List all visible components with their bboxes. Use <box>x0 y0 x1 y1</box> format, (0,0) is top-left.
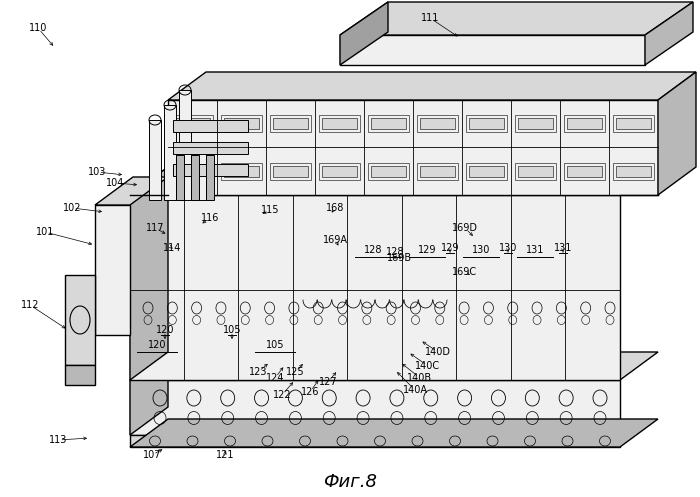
Polygon shape <box>130 195 620 380</box>
Text: 110: 110 <box>29 23 47 33</box>
Text: 168: 168 <box>326 203 344 213</box>
Polygon shape <box>340 2 693 35</box>
Polygon shape <box>420 166 455 177</box>
Text: 113: 113 <box>49 435 67 445</box>
Polygon shape <box>567 118 602 129</box>
Text: 131: 131 <box>554 243 572 253</box>
Text: 121: 121 <box>216 450 234 460</box>
Polygon shape <box>176 155 184 200</box>
Polygon shape <box>191 155 199 200</box>
Text: 131: 131 <box>526 245 544 255</box>
Polygon shape <box>322 118 357 129</box>
Text: 103: 103 <box>88 167 106 177</box>
Polygon shape <box>469 118 504 129</box>
Polygon shape <box>168 100 658 195</box>
Polygon shape <box>206 155 214 200</box>
Text: 169C: 169C <box>452 267 477 277</box>
Polygon shape <box>164 105 176 200</box>
Text: 130: 130 <box>472 245 490 255</box>
Text: 114: 114 <box>163 243 181 253</box>
Text: 140B: 140B <box>407 373 433 383</box>
Text: 115: 115 <box>260 205 279 215</box>
Polygon shape <box>65 365 95 385</box>
Polygon shape <box>130 352 658 380</box>
Polygon shape <box>371 166 406 177</box>
Text: 102: 102 <box>63 203 81 213</box>
Polygon shape <box>518 118 553 129</box>
Text: 107: 107 <box>143 450 161 460</box>
Text: 169A: 169A <box>323 235 347 245</box>
Polygon shape <box>420 118 455 129</box>
Text: 116: 116 <box>201 213 219 223</box>
Text: 129: 129 <box>441 243 459 253</box>
Text: 111: 111 <box>421 13 439 23</box>
Polygon shape <box>322 166 357 177</box>
Text: 129: 129 <box>418 245 436 255</box>
Polygon shape <box>645 2 693 65</box>
Polygon shape <box>175 166 210 177</box>
Polygon shape <box>340 2 388 65</box>
Polygon shape <box>179 90 191 200</box>
Polygon shape <box>518 166 553 177</box>
Polygon shape <box>567 166 602 177</box>
Polygon shape <box>168 72 696 100</box>
Text: 120: 120 <box>148 340 167 350</box>
Text: 117: 117 <box>146 223 164 233</box>
Polygon shape <box>273 166 308 177</box>
Text: 123: 123 <box>248 367 267 377</box>
Text: 130: 130 <box>499 243 517 253</box>
Text: 126: 126 <box>301 387 319 397</box>
Polygon shape <box>95 177 168 205</box>
Polygon shape <box>149 120 161 200</box>
Text: 140A: 140A <box>402 385 428 395</box>
Polygon shape <box>194 150 206 200</box>
Text: 128: 128 <box>364 245 382 255</box>
Polygon shape <box>224 118 259 129</box>
Polygon shape <box>173 120 248 132</box>
Text: 120: 120 <box>155 325 174 335</box>
Text: Фиг.8: Фиг.8 <box>323 473 377 491</box>
Text: 127: 127 <box>318 377 337 387</box>
Polygon shape <box>65 275 95 365</box>
Text: 140C: 140C <box>415 361 440 371</box>
Polygon shape <box>175 118 210 129</box>
Polygon shape <box>340 35 645 65</box>
Polygon shape <box>224 166 259 177</box>
Polygon shape <box>130 352 168 435</box>
Text: 105: 105 <box>266 340 284 350</box>
Polygon shape <box>371 118 406 129</box>
Polygon shape <box>130 167 658 195</box>
Polygon shape <box>658 72 696 195</box>
Text: 169B: 169B <box>387 253 412 263</box>
Polygon shape <box>273 118 308 129</box>
Polygon shape <box>130 419 658 447</box>
Polygon shape <box>616 166 651 177</box>
Text: 122: 122 <box>273 390 291 400</box>
Text: 124: 124 <box>266 373 284 383</box>
Polygon shape <box>130 167 168 380</box>
Text: 112: 112 <box>21 300 39 310</box>
Polygon shape <box>616 118 651 129</box>
Polygon shape <box>130 435 620 447</box>
Polygon shape <box>95 205 130 335</box>
Text: 105: 105 <box>223 325 241 335</box>
Text: 104: 104 <box>106 178 124 188</box>
Text: 101: 101 <box>36 227 54 237</box>
Polygon shape <box>469 166 504 177</box>
Polygon shape <box>130 380 620 435</box>
Polygon shape <box>173 142 248 154</box>
Text: 169D: 169D <box>452 223 478 233</box>
Text: 125: 125 <box>286 367 304 377</box>
Text: 128: 128 <box>386 247 405 257</box>
Text: 140D: 140D <box>425 347 451 357</box>
Polygon shape <box>173 164 248 176</box>
